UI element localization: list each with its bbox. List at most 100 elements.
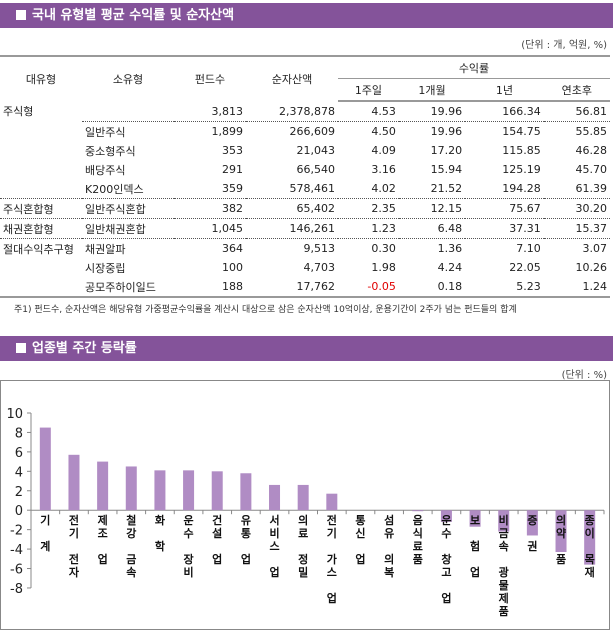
table-cell (0, 179, 82, 199)
col-1w: 1주일 (338, 78, 399, 102)
table-cell: 364 (174, 238, 246, 258)
bar-화학 (154, 470, 166, 511)
table-cell: 12.15 (398, 198, 466, 219)
unit-label: (단위 : %) (561, 370, 607, 381)
table-cell: 146,261 (246, 218, 338, 239)
table-cell: K200인덱스 (85, 182, 144, 196)
bar-유통업 (240, 473, 252, 511)
table-cell (0, 277, 82, 298)
table-cell: 66,540 (296, 163, 336, 176)
x-tick-label: 기 계 (40, 513, 50, 553)
bar-운수창고업 (440, 510, 452, 522)
table-cell: 채권알파 (82, 238, 174, 258)
table-cell: 359 (222, 182, 243, 195)
table-cell: 578,461 (289, 182, 336, 195)
table-row: 절대수익추구형 채권알파 364 9,513 0.30 1.36 7.10 3.07 (0, 238, 610, 258)
col-1m: 1개월 (398, 78, 466, 102)
table-cell: 65,402 (246, 198, 338, 219)
table-cell: 17.20 (430, 144, 463, 157)
section-title: 업종별 주간 등락률 (32, 341, 137, 356)
table-cell (0, 141, 82, 160)
table-row: 시장중립 100 4,703 1.98 4.24 22.05 10.26 (0, 258, 610, 277)
table-cell: 2,378,878 (279, 104, 335, 118)
table-cell: 1.98 (371, 261, 396, 274)
y-tick-label: 10 (6, 407, 23, 422)
returns-table: 대유형 소유형 펀드수 순자산액 수익률 1주일 1개월 1년 연초후 주식형 3… (0, 55, 610, 298)
bar-전기전자 (68, 454, 80, 511)
table-cell: 9,513 (246, 238, 338, 258)
table-cell: 시장중립 (85, 261, 126, 275)
table-cell: 1.23 (338, 218, 399, 239)
col-1y: 1년 (465, 78, 544, 102)
table-cell: 중소형주식 (85, 144, 136, 158)
table-cell: 절대수익추구형 (0, 238, 82, 258)
table-row: 채권혼합형 일반채권혼합 1,045 146,261 1.23 6.48 37.31 15.3… (0, 218, 610, 239)
table-cell: 4.24 (437, 261, 463, 274)
table-row: K200인덱스 359 578,461 4.02 21.52 194.28 61.39 (0, 179, 610, 199)
square-icon (16, 343, 26, 353)
bar-의료정밀 (297, 484, 309, 511)
table-cell: 382 (174, 198, 246, 219)
table-cell: 채권혼합형 (0, 218, 82, 239)
table-cell: 10.26 (575, 261, 608, 274)
table-cell: 3.07 (543, 238, 610, 258)
bar-증권 (526, 510, 538, 536)
x-tick-label: 화 학 (155, 513, 165, 553)
table-cell: 266,609 (246, 121, 338, 141)
table-cell: 주식형 (3, 105, 34, 119)
table-cell: 166.34 (502, 105, 541, 118)
square-icon (16, 10, 26, 20)
table-cell: 1.36 (398, 238, 466, 258)
y-tick-label: -8 (10, 582, 23, 597)
table-cell: 115.85 (502, 144, 541, 157)
table-cell: 291 (222, 163, 243, 176)
table-cell: 공모주하이일드 (82, 277, 174, 298)
bar-음식료품 (412, 510, 424, 512)
table-cell: 15.94 (430, 163, 463, 176)
table-cell: 194.28 (502, 182, 541, 195)
y-tick-label: -4 (10, 543, 23, 558)
table-cell: 일반주식 (82, 121, 174, 141)
section-title: 국내 유형별 평균 수익률 및 순자산액 (32, 8, 235, 23)
col-minor: 소유형 (82, 55, 174, 101)
table-row: 공모주하이일드 188 17,762 -0.05 0.18 5.23 1.24 (0, 277, 610, 298)
bar-기계 (39, 427, 51, 511)
table-cell: 1,045 (174, 218, 246, 239)
y-tick-label: 0 (15, 504, 23, 519)
table-cell: 4.09 (371, 144, 396, 157)
x-tick-label: 증 권 (527, 514, 537, 553)
table-cell: 56.81 (575, 105, 608, 118)
table-cell: 55.85 (543, 121, 610, 141)
table-cell (0, 258, 82, 277)
col-funds: 펀드수 (174, 55, 246, 101)
table-cell: 5.23 (465, 277, 544, 298)
bar-보험업 (469, 510, 481, 527)
table-row: 일반주식 1,899 266,609 4.50 19.96 154.75 55.85 (0, 121, 610, 141)
table-cell: 61.39 (575, 182, 608, 195)
footnote: 주1) 펀드수, 순자산액은 해당유형 가중평균수익률을 계산시 대상으로 삼은… (14, 305, 517, 315)
table-cell: 154.75 (465, 121, 544, 141)
col-major: 대유형 (0, 55, 82, 101)
table-cell: 21,043 (296, 144, 336, 157)
table-cell: 주식혼합형 (0, 198, 82, 219)
table-cell: 7.10 (465, 238, 544, 258)
table-cell: 19.96 (398, 121, 466, 141)
table-cell: 37.31 (465, 218, 544, 239)
col-nav: 순자산액 (246, 55, 338, 101)
bar-비금속광물제품 (498, 510, 510, 532)
bar-제조업 (97, 461, 109, 511)
bar-건설업 (211, 471, 223, 511)
table-row: 주식형 3,813 2,378,878 4.53 19.96 166.34 56.81 (0, 101, 610, 122)
